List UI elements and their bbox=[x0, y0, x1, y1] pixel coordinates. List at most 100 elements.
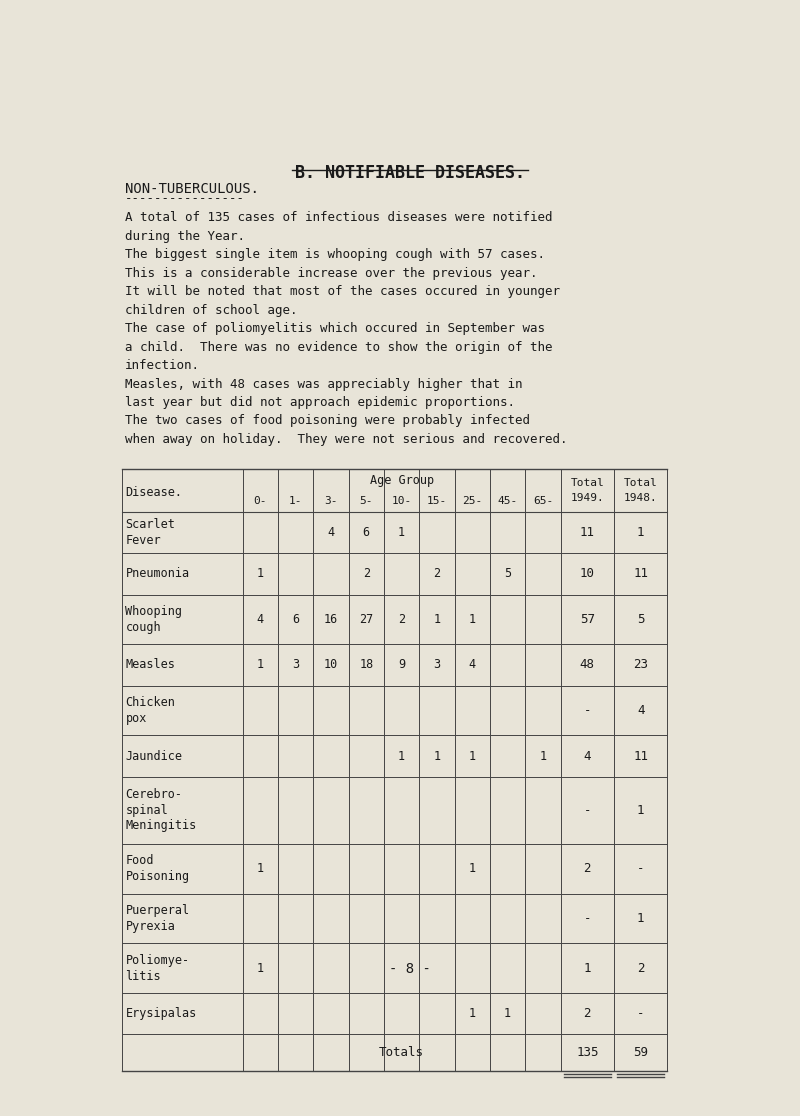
Text: -: - bbox=[583, 804, 591, 817]
Text: 1: 1 bbox=[637, 912, 644, 925]
Text: 1949.: 1949. bbox=[570, 493, 604, 503]
Text: 3: 3 bbox=[434, 658, 441, 672]
Text: Puerperal: Puerperal bbox=[126, 904, 190, 917]
Text: The biggest single item is whooping cough with 57 cases.: The biggest single item is whooping coug… bbox=[125, 248, 545, 261]
Text: Totals: Totals bbox=[379, 1046, 424, 1059]
Text: pox: pox bbox=[126, 712, 146, 724]
Text: 135: 135 bbox=[576, 1046, 598, 1059]
Text: 10: 10 bbox=[580, 567, 595, 580]
Text: B. NOTIFIABLE DISEASES.: B. NOTIFIABLE DISEASES. bbox=[295, 164, 525, 182]
Text: 4: 4 bbox=[257, 613, 264, 626]
Text: 1: 1 bbox=[469, 863, 476, 875]
Text: litis: litis bbox=[126, 970, 161, 982]
Text: 9: 9 bbox=[398, 658, 405, 672]
Text: Poliomye-: Poliomye- bbox=[126, 954, 190, 968]
Text: 3: 3 bbox=[292, 658, 299, 672]
Text: 1: 1 bbox=[434, 613, 441, 626]
Text: Food: Food bbox=[126, 855, 154, 867]
Text: Poisoning: Poisoning bbox=[126, 869, 190, 883]
Text: It will be noted that most of the cases occured in younger: It will be noted that most of the cases … bbox=[125, 286, 560, 298]
Text: 59: 59 bbox=[633, 1046, 648, 1059]
Text: 45-: 45- bbox=[498, 497, 518, 507]
Text: Pyrexia: Pyrexia bbox=[126, 920, 175, 933]
Text: 1: 1 bbox=[257, 658, 264, 672]
Text: 11: 11 bbox=[633, 750, 648, 762]
Text: Erysipalas: Erysipalas bbox=[126, 1008, 197, 1020]
Text: 1: 1 bbox=[469, 750, 476, 762]
Text: Total: Total bbox=[624, 478, 658, 488]
Text: Cerebro-: Cerebro- bbox=[126, 788, 182, 801]
Text: 1: 1 bbox=[257, 863, 264, 875]
Text: 11: 11 bbox=[580, 526, 595, 539]
Text: 5: 5 bbox=[504, 567, 511, 580]
Text: 1: 1 bbox=[539, 750, 546, 762]
Text: 5-: 5- bbox=[359, 497, 373, 507]
Text: last year but did not approach epidemic proportions.: last year but did not approach epidemic … bbox=[125, 396, 515, 408]
Text: -: - bbox=[637, 863, 644, 875]
Text: Chicken: Chicken bbox=[126, 696, 175, 710]
Text: -: - bbox=[583, 912, 591, 925]
Text: 1: 1 bbox=[257, 962, 264, 974]
Text: 57: 57 bbox=[580, 613, 595, 626]
Text: during the Year.: during the Year. bbox=[125, 230, 245, 243]
Text: 23: 23 bbox=[633, 658, 648, 672]
Text: 1: 1 bbox=[637, 526, 644, 539]
Text: The two cases of food poisoning were probably infected: The two cases of food poisoning were pro… bbox=[125, 414, 530, 427]
Text: -: - bbox=[637, 1008, 644, 1020]
Text: Measles, with 48 cases was appreciably higher that in: Measles, with 48 cases was appreciably h… bbox=[125, 377, 522, 391]
Text: 1: 1 bbox=[398, 750, 405, 762]
Text: 2: 2 bbox=[637, 962, 644, 974]
Text: 6: 6 bbox=[292, 613, 299, 626]
Text: cough: cough bbox=[126, 620, 161, 634]
Text: 1: 1 bbox=[504, 1008, 511, 1020]
Text: when away on holiday.  They were not serious and recovered.: when away on holiday. They were not seri… bbox=[125, 433, 567, 446]
Text: 1-: 1- bbox=[289, 497, 302, 507]
Text: 11: 11 bbox=[633, 567, 648, 580]
Text: 3-: 3- bbox=[324, 497, 338, 507]
Text: 48: 48 bbox=[580, 658, 595, 672]
Text: A total of 135 cases of infectious diseases were notified: A total of 135 cases of infectious disea… bbox=[125, 211, 552, 224]
Text: 4: 4 bbox=[327, 526, 334, 539]
Text: Age Group: Age Group bbox=[370, 474, 434, 488]
Text: Measles: Measles bbox=[126, 658, 175, 672]
Text: 2: 2 bbox=[434, 567, 441, 580]
Text: ----------------: ---------------- bbox=[125, 192, 245, 205]
Text: 65-: 65- bbox=[533, 497, 553, 507]
Text: 10-: 10- bbox=[391, 497, 412, 507]
Text: 10: 10 bbox=[324, 658, 338, 672]
Text: 15-: 15- bbox=[427, 497, 447, 507]
Text: Pneumonia: Pneumonia bbox=[126, 567, 190, 580]
Text: NON-TUBERCULOUS.: NON-TUBERCULOUS. bbox=[125, 182, 259, 196]
Text: Scarlet: Scarlet bbox=[126, 519, 175, 531]
Text: 1: 1 bbox=[583, 962, 591, 974]
Text: -: - bbox=[583, 704, 591, 716]
Text: spinal: spinal bbox=[126, 804, 168, 817]
Text: a child.  There was no evidence to show the origin of the: a child. There was no evidence to show t… bbox=[125, 340, 552, 354]
Text: 4: 4 bbox=[469, 658, 476, 672]
Text: infection.: infection. bbox=[125, 359, 200, 372]
Text: children of school age.: children of school age. bbox=[125, 304, 298, 317]
Text: Meningitis: Meningitis bbox=[126, 819, 197, 833]
Text: Jaundice: Jaundice bbox=[126, 750, 182, 762]
Text: 1: 1 bbox=[434, 750, 441, 762]
Text: Whooping: Whooping bbox=[126, 605, 182, 618]
Text: 18: 18 bbox=[359, 658, 374, 672]
Text: 6: 6 bbox=[362, 526, 370, 539]
Text: 25-: 25- bbox=[462, 497, 482, 507]
Text: 16: 16 bbox=[324, 613, 338, 626]
Text: 1948.: 1948. bbox=[624, 493, 658, 503]
Text: 2: 2 bbox=[583, 1008, 591, 1020]
Text: 1: 1 bbox=[469, 613, 476, 626]
Text: 2: 2 bbox=[583, 863, 591, 875]
Text: 2: 2 bbox=[398, 613, 405, 626]
Text: 4: 4 bbox=[637, 704, 644, 716]
Text: Disease.: Disease. bbox=[125, 487, 182, 499]
Text: 5: 5 bbox=[637, 613, 644, 626]
Text: 1: 1 bbox=[398, 526, 405, 539]
Text: 0-: 0- bbox=[254, 497, 267, 507]
Text: Fever: Fever bbox=[126, 533, 161, 547]
Text: 1: 1 bbox=[257, 567, 264, 580]
Text: 27: 27 bbox=[359, 613, 374, 626]
Text: 1: 1 bbox=[469, 1008, 476, 1020]
Text: The case of poliomyelitis which occured in September was: The case of poliomyelitis which occured … bbox=[125, 323, 545, 335]
